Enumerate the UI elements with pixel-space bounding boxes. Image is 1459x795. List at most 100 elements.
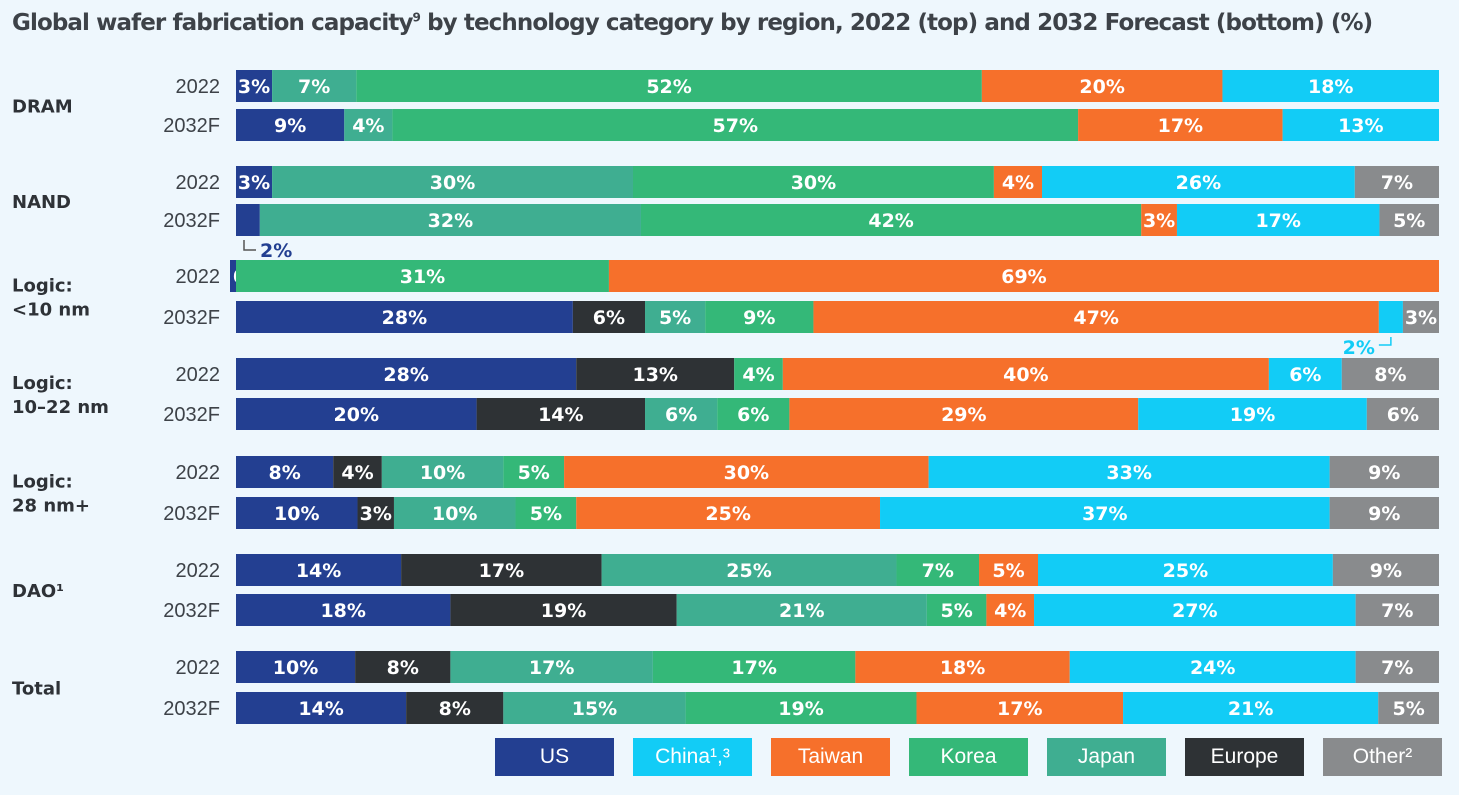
- bar-total-2022-japan: [450, 651, 653, 683]
- bar-dram-2022-taiwan: [981, 70, 1223, 102]
- data-label: 15%: [572, 698, 617, 720]
- group-label-total: Total: [12, 679, 61, 700]
- chart-title: Global wafer fabrication capacity9 by te…: [12, 10, 1373, 36]
- data-label: 4%: [1002, 172, 1034, 194]
- year-label: 2022: [176, 657, 221, 679]
- bar-nand-2032f-us: [236, 204, 260, 236]
- bar-logic-10-22-nm-2032f-korea: [717, 398, 790, 430]
- group-label-nand: NAND: [12, 192, 71, 213]
- chart-title-text: Global wafer fabrication capacity: [12, 10, 413, 36]
- data-label: 21%: [1228, 698, 1273, 720]
- data-label: 7%: [1381, 172, 1413, 194]
- data-label: 18%: [940, 657, 985, 679]
- bar-nand-2022-japan: [272, 166, 633, 198]
- bar-total-2022-taiwan: [855, 651, 1070, 683]
- data-label: 4%: [352, 115, 384, 137]
- bar-logic-28-nm-2022-europe: [333, 456, 382, 488]
- year-label: 2022: [176, 76, 221, 98]
- bar-logic-10-22-nm-2032f-taiwan: [789, 398, 1139, 430]
- bar-logic-10-22-nm-2032f-europe: [476, 398, 646, 430]
- bar-logic-28-nm-2022-china: [928, 456, 1330, 488]
- bar-logic-28-nm-2032f-korea: [515, 497, 577, 529]
- year-label: 2022: [176, 462, 221, 484]
- data-label: 19%: [1230, 404, 1275, 426]
- group-label-logic-28-nm-line1: Logic:: [12, 472, 73, 493]
- data-label: 18%: [320, 600, 365, 622]
- data-label: 3%: [360, 503, 392, 525]
- bar-dram-2022-japan: [272, 70, 357, 102]
- bar-logic-10-22-nm-2032f-us: [236, 398, 477, 430]
- bar-logic-10-22-nm-2032f-other: [1366, 398, 1439, 430]
- data-label: 9%: [1368, 462, 1400, 484]
- bar-total-2032f-taiwan: [916, 692, 1124, 724]
- data-label: 17%: [997, 698, 1042, 720]
- bar-logic-28-nm-2022-japan: [381, 456, 504, 488]
- bar-dram-2032f-china: [1282, 109, 1439, 141]
- group-label-logic-10-22-nm-line1: Logic:: [12, 373, 73, 394]
- bar-dao-2022-japan: [601, 554, 897, 586]
- bar-dao-2022-china: [1038, 554, 1333, 586]
- data-label: 29%: [941, 404, 986, 426]
- data-label: 14%: [538, 404, 583, 426]
- data-label: 19%: [541, 600, 586, 622]
- data-label: 13%: [1338, 115, 1383, 137]
- bar-logic-10-22-nm-2022-china: [1268, 358, 1342, 390]
- data-label: 9%: [1368, 503, 1400, 525]
- bar-nand-2022-other: [1354, 166, 1439, 198]
- bar-logic-10-22-nm-2032f-china: [1138, 398, 1367, 430]
- group-label-logic-10-nm-line1: Logic:: [12, 276, 73, 297]
- bar-dao-2032f-japan: [676, 594, 927, 626]
- data-label: 8%: [439, 698, 471, 720]
- year-label: 2032F: [163, 115, 220, 137]
- data-label: 8%: [1374, 364, 1406, 386]
- data-label: 20%: [334, 404, 379, 426]
- bar-logic-28-nm-2032f-europe: [357, 497, 394, 529]
- bar-logic-28-nm-2022-us: [236, 456, 334, 488]
- bar-nand-2032f-other: [1379, 204, 1439, 236]
- year-label: 2022: [176, 364, 221, 386]
- bar-dao-2022-europe: [401, 554, 602, 586]
- data-label: 8%: [268, 462, 300, 484]
- bar-dao-2032f-taiwan: [986, 594, 1035, 626]
- callout-leader: [243, 240, 256, 251]
- bar-logic-28-nm-2022-other: [1329, 456, 1439, 488]
- bar-total-2032f-china: [1123, 692, 1379, 724]
- bar-total-2032f-japan: [503, 692, 686, 724]
- data-label: 30%: [791, 172, 836, 194]
- data-label: 9%: [743, 307, 775, 329]
- bar-nand-2022-taiwan: [993, 166, 1043, 198]
- data-label: 5%: [518, 462, 550, 484]
- data-label: 10%: [420, 462, 465, 484]
- data-label: 25%: [726, 560, 771, 582]
- data-label: 31%: [400, 266, 445, 288]
- bar-logic-10-nm-2032f-europe: [572, 301, 646, 333]
- bar-nand-2032f-japan: [259, 204, 641, 236]
- data-label: 5%: [1392, 698, 1424, 720]
- data-label: 6%: [737, 404, 769, 426]
- data-label: 4%: [742, 364, 774, 386]
- data-label: 28%: [382, 307, 427, 329]
- bar-dao-2022-korea: [896, 554, 980, 586]
- data-label: 10%: [274, 503, 319, 525]
- bar-logic-10-nm-2032f-other: [1402, 301, 1439, 333]
- year-label: 2032F: [163, 698, 220, 720]
- bar-total-2032f-korea: [685, 692, 917, 724]
- year-label: 2022: [176, 266, 221, 288]
- bar-logic-10-22-nm-2022-europe: [576, 358, 735, 390]
- data-label: 7%: [1381, 600, 1413, 622]
- data-label: 37%: [1082, 503, 1127, 525]
- data-label: 32%: [428, 210, 473, 232]
- bar-dram-2022-china: [1222, 70, 1439, 102]
- data-label: 17%: [1255, 210, 1300, 232]
- data-label: 52%: [646, 76, 691, 98]
- bar-nand-2022-china: [1042, 166, 1355, 198]
- bar-dram-2022-us: [236, 70, 273, 102]
- bar-total-2022-other: [1355, 651, 1439, 683]
- data-label: 14%: [296, 560, 341, 582]
- legend-item-korea: Korea: [909, 738, 1028, 776]
- data-label: 6%: [593, 307, 625, 329]
- legend: US China¹,³ Taiwan Korea Japan Europe Other²: [495, 738, 1459, 776]
- callout-label: 2%: [260, 240, 292, 262]
- data-label: 19%: [778, 698, 823, 720]
